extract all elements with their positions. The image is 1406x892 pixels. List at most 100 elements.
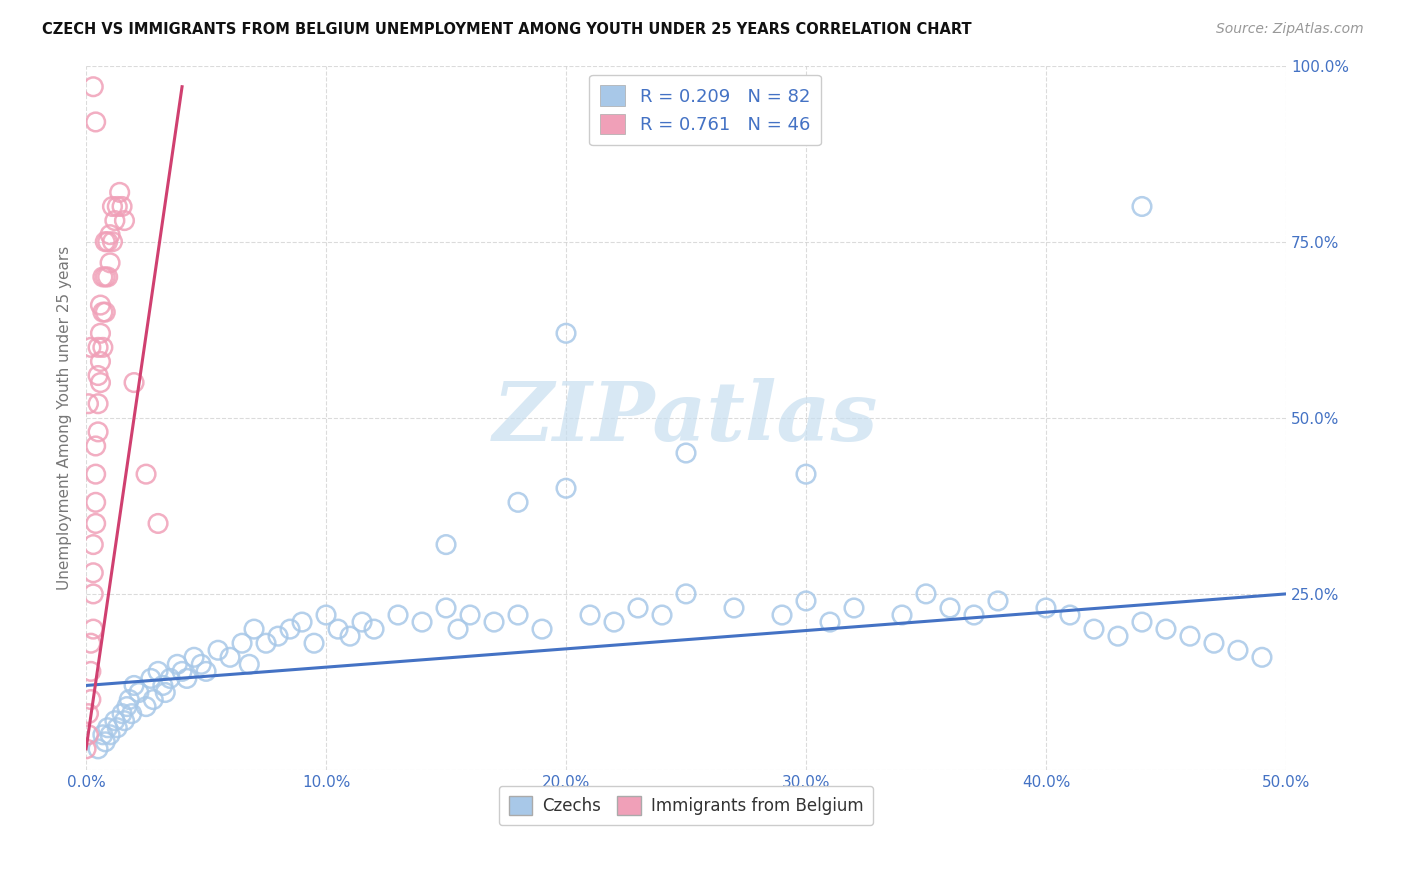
Point — [89, 298, 111, 312]
Point — [723, 601, 745, 615]
Point — [675, 446, 697, 460]
Point — [82, 587, 104, 601]
Point — [506, 607, 529, 622]
Point — [434, 601, 457, 615]
Point — [104, 714, 127, 728]
Point — [506, 495, 529, 509]
Point — [183, 650, 205, 665]
Point — [98, 728, 121, 742]
Point — [80, 665, 103, 679]
Point — [91, 305, 114, 319]
Point — [531, 622, 554, 636]
Point — [1035, 601, 1057, 615]
Point — [121, 706, 143, 721]
Point — [89, 326, 111, 341]
Point — [82, 566, 104, 580]
Point — [142, 692, 165, 706]
Point — [458, 607, 481, 622]
Point — [243, 622, 266, 636]
Point — [89, 376, 111, 390]
Point — [190, 657, 212, 672]
Point — [101, 235, 124, 249]
Point — [111, 199, 134, 213]
Point — [84, 467, 107, 482]
Point — [114, 714, 136, 728]
Text: ZIPatlas: ZIPatlas — [494, 378, 879, 458]
Point — [118, 692, 141, 706]
Point — [80, 340, 103, 354]
Point — [91, 728, 114, 742]
Point — [1083, 622, 1105, 636]
Y-axis label: Unemployment Among Youth under 25 years: Unemployment Among Youth under 25 years — [58, 245, 72, 590]
Point — [87, 368, 110, 383]
Point — [291, 615, 314, 629]
Point — [915, 587, 938, 601]
Point — [84, 495, 107, 509]
Point — [94, 235, 117, 249]
Point — [135, 467, 157, 482]
Point — [159, 672, 181, 686]
Point — [82, 79, 104, 94]
Point — [315, 607, 337, 622]
Point — [84, 516, 107, 531]
Point — [94, 735, 117, 749]
Point — [231, 636, 253, 650]
Point — [97, 721, 120, 735]
Point — [82, 622, 104, 636]
Text: Source: ZipAtlas.com: Source: ZipAtlas.com — [1216, 22, 1364, 37]
Point — [91, 269, 114, 284]
Point — [104, 213, 127, 227]
Point — [1154, 622, 1177, 636]
Point — [207, 643, 229, 657]
Point — [254, 636, 277, 650]
Point — [176, 672, 198, 686]
Point — [166, 657, 188, 672]
Point — [77, 397, 100, 411]
Point — [987, 594, 1010, 608]
Point — [267, 629, 290, 643]
Point — [155, 685, 177, 699]
Point — [1178, 629, 1201, 643]
Point — [339, 629, 361, 643]
Point — [1251, 650, 1274, 665]
Point — [111, 706, 134, 721]
Point — [87, 397, 110, 411]
Point — [77, 728, 100, 742]
Point — [84, 115, 107, 129]
Point — [84, 439, 107, 453]
Point — [770, 607, 793, 622]
Point — [627, 601, 650, 615]
Point — [363, 622, 385, 636]
Point — [842, 601, 865, 615]
Point — [94, 305, 117, 319]
Point — [77, 706, 100, 721]
Point — [146, 665, 169, 679]
Point — [891, 607, 914, 622]
Point — [98, 227, 121, 242]
Point — [152, 678, 174, 692]
Point — [579, 607, 602, 622]
Text: CZECH VS IMMIGRANTS FROM BELGIUM UNEMPLOYMENT AMONG YOUTH UNDER 25 YEARS CORRELA: CZECH VS IMMIGRANTS FROM BELGIUM UNEMPLO… — [42, 22, 972, 37]
Point — [411, 615, 433, 629]
Point — [651, 607, 673, 622]
Point — [939, 601, 962, 615]
Point — [434, 538, 457, 552]
Point — [195, 665, 218, 679]
Point — [80, 636, 103, 650]
Point — [794, 594, 817, 608]
Point — [115, 699, 138, 714]
Point — [89, 354, 111, 368]
Point — [1226, 643, 1249, 657]
Point — [91, 340, 114, 354]
Point — [146, 516, 169, 531]
Point — [818, 615, 841, 629]
Point — [122, 376, 145, 390]
Point — [135, 699, 157, 714]
Point — [139, 672, 162, 686]
Point — [122, 678, 145, 692]
Point — [82, 538, 104, 552]
Point — [97, 269, 120, 284]
Point — [963, 607, 986, 622]
Point — [326, 622, 349, 636]
Point — [1059, 607, 1081, 622]
